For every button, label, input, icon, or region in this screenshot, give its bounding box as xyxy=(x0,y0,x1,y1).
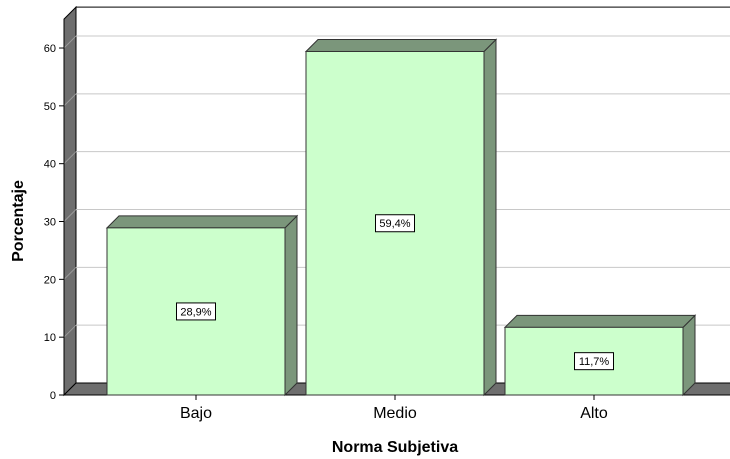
y-tick-label: 0 xyxy=(50,390,56,402)
x-tick-label: Alto xyxy=(580,405,608,422)
x-axis-title: Norma Subjetiva xyxy=(332,439,458,456)
bar-side xyxy=(284,214,298,397)
bar-bajo: 28,9% xyxy=(105,214,299,397)
data-label-box xyxy=(574,352,614,371)
bar-side xyxy=(682,314,696,397)
x-axis-ticks: Bajo Medio Alto xyxy=(180,395,608,422)
bar-side xyxy=(483,38,497,397)
y-tick-label: 30 xyxy=(44,217,56,229)
bar-top xyxy=(304,38,498,52)
y-tick-label: 40 xyxy=(44,159,56,171)
grid-diagonal xyxy=(63,35,77,49)
y-tick-label: 50 xyxy=(44,101,56,113)
x-tick-label: Bajo xyxy=(180,405,212,422)
grid-diagonal xyxy=(63,93,77,107)
bars: 28,9% 59,4% 11,7% xyxy=(105,38,697,397)
left-wall xyxy=(63,5,77,397)
y-tick-label: 20 xyxy=(44,274,56,286)
grid-diagonal xyxy=(63,324,77,338)
data-label-box xyxy=(375,214,415,233)
bar-alto: 11,7% xyxy=(503,314,697,397)
y-tick-label: 10 xyxy=(44,332,56,344)
bar-top xyxy=(503,314,697,328)
bar-top xyxy=(105,215,299,229)
x-tick-label: Medio xyxy=(373,405,417,422)
data-label: 11,7% xyxy=(579,356,610,368)
y-axis-title: Porcentaje xyxy=(10,180,27,262)
y-tick-label: 60 xyxy=(44,43,56,55)
bar-medio: 59,4% xyxy=(304,38,498,397)
grid-diagonal xyxy=(63,266,77,280)
grid-diagonal xyxy=(63,209,77,222)
data-label: 28,9% xyxy=(180,306,211,318)
data-label: 59,4% xyxy=(379,218,410,230)
grid-diagonal xyxy=(63,151,77,165)
data-label-box xyxy=(176,302,216,321)
